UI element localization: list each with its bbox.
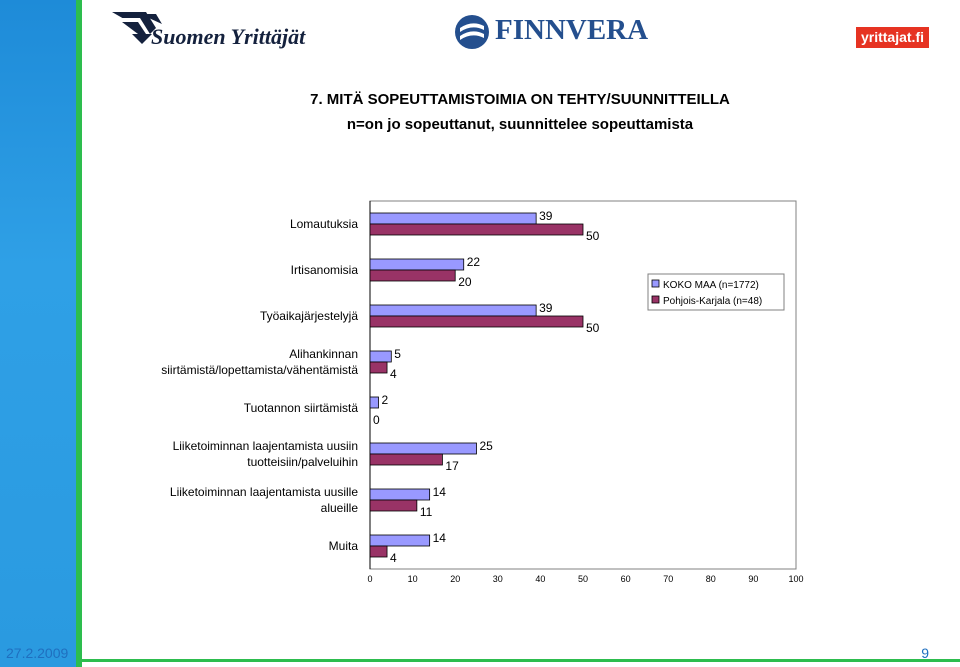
category-label: Liiketoiminnan laajentamista uusille bbox=[170, 485, 358, 499]
bar bbox=[369, 499, 418, 512]
category-label: Liiketoiminnan laajentamista uusiin bbox=[173, 439, 358, 453]
sidebar-stripe bbox=[76, 0, 82, 667]
suomen-yrittajat-logo-icon bbox=[112, 12, 162, 44]
x-tick-label: 10 bbox=[408, 574, 418, 584]
bar bbox=[369, 304, 537, 317]
data-label: 39 bbox=[539, 301, 553, 315]
finnvera-logo-icon bbox=[455, 15, 489, 49]
bar bbox=[369, 315, 584, 328]
legend-swatch bbox=[651, 295, 660, 304]
x-tick-label: 20 bbox=[450, 574, 460, 584]
data-label: 0 bbox=[373, 413, 380, 427]
category-label: Muita bbox=[329, 539, 359, 553]
x-tick-label: 50 bbox=[578, 574, 588, 584]
category-label: Lomautuksia bbox=[290, 217, 358, 231]
logo-suomen-yrittajat: Suomen Yrittäjät bbox=[151, 24, 306, 49]
data-label: 4 bbox=[390, 367, 397, 381]
legend-swatch bbox=[651, 279, 660, 288]
bar bbox=[369, 269, 456, 282]
logo-yrittajat-fi[interactable]: yrittajat.fi bbox=[856, 27, 929, 48]
category-label: siirtämistä/lopettamista/vähentämistä bbox=[161, 363, 358, 377]
legend-box bbox=[647, 273, 785, 311]
category-label: Irtisanomisia bbox=[291, 263, 359, 277]
x-tick-label: 30 bbox=[493, 574, 503, 584]
category-label: Alihankinnan bbox=[289, 347, 358, 361]
category-label: alueille bbox=[321, 501, 359, 515]
category-label: tuotteisiin/palveluihin bbox=[247, 455, 358, 469]
data-label: 25 bbox=[480, 439, 494, 453]
bar bbox=[369, 545, 388, 558]
plot-area bbox=[369, 200, 797, 570]
data-label: 50 bbox=[586, 229, 600, 243]
legend-label: Pohjois-Karjala (n=48) bbox=[663, 296, 762, 307]
footer-line bbox=[82, 659, 960, 662]
data-label: 17 bbox=[445, 459, 459, 473]
slide-subtitle: n=on jo sopeuttanut, suunnittelee sopeut… bbox=[346, 116, 694, 133]
data-label: 22 bbox=[467, 255, 481, 269]
category-label: Työaikajärjestelyjä bbox=[260, 309, 358, 323]
bar bbox=[369, 488, 431, 501]
x-tick-label: 80 bbox=[706, 574, 716, 584]
data-label: 39 bbox=[539, 209, 553, 223]
x-tick-label: 90 bbox=[748, 574, 758, 584]
x-tick-label: 100 bbox=[788, 574, 803, 584]
data-label: 14 bbox=[433, 485, 447, 499]
data-label: 5 bbox=[394, 347, 401, 361]
data-label: 4 bbox=[390, 551, 397, 565]
bar bbox=[369, 453, 443, 466]
page-number: 9 bbox=[921, 645, 929, 661]
bar bbox=[369, 223, 584, 236]
x-tick-label: 70 bbox=[663, 574, 673, 584]
slide-title: 7. MITÄ SOPEUTTAMISTOIMIA ON TEHTY/SUUNN… bbox=[310, 91, 730, 108]
bar bbox=[369, 534, 431, 547]
bar bbox=[369, 258, 465, 271]
bar bbox=[369, 350, 392, 363]
bar bbox=[369, 212, 537, 225]
category-label: Tuotannon siirtämistä bbox=[244, 401, 359, 415]
data-label: 11 bbox=[420, 505, 433, 519]
data-label: 20 bbox=[458, 275, 472, 289]
x-tick-label: 60 bbox=[621, 574, 631, 584]
data-label: 2 bbox=[382, 393, 389, 407]
bar bbox=[369, 396, 379, 409]
data-label: 14 bbox=[433, 531, 447, 545]
x-tick-label: 40 bbox=[535, 574, 545, 584]
footer-date: 27.2.2009 bbox=[6, 645, 69, 661]
sidebar-band bbox=[0, 0, 82, 667]
bar bbox=[369, 361, 388, 374]
logo-finnvera: FINNVERA bbox=[495, 14, 649, 46]
data-label: 50 bbox=[586, 321, 600, 335]
bar bbox=[369, 442, 477, 455]
legend-label: KOKO MAA (n=1772) bbox=[663, 280, 759, 291]
x-tick-label: 0 bbox=[367, 574, 372, 584]
